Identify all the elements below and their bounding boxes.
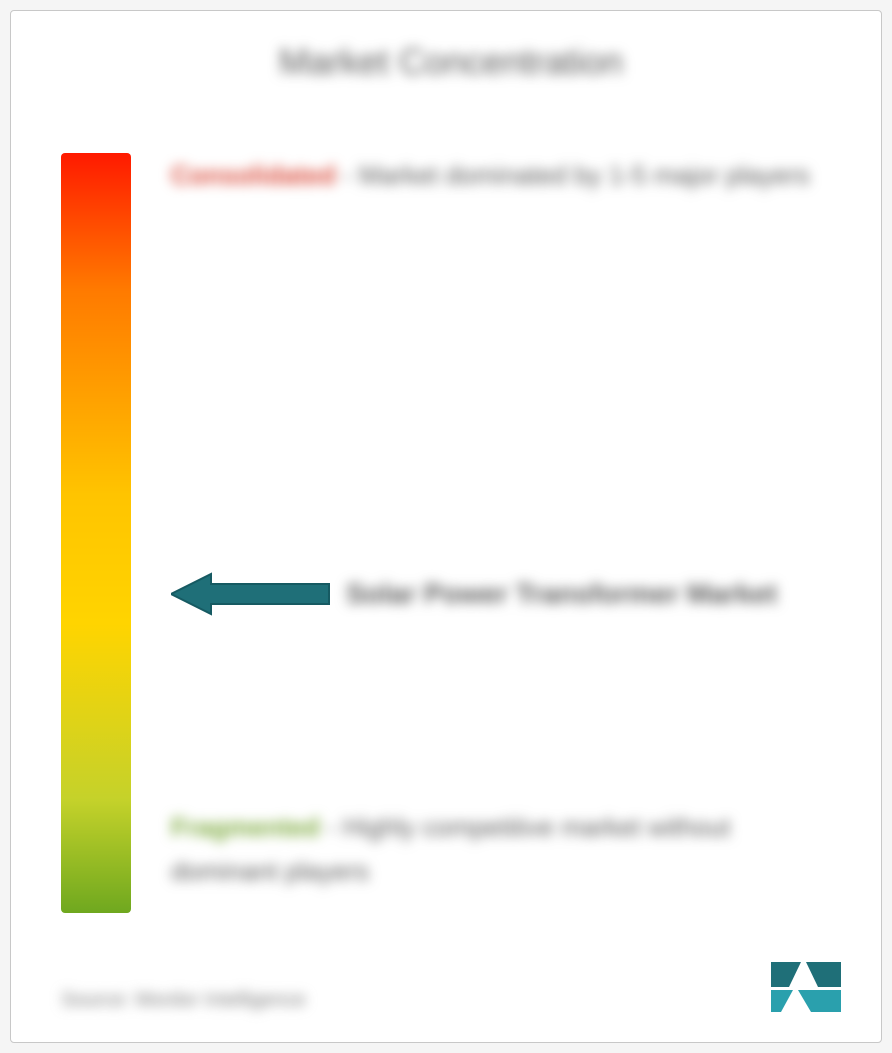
source-text: Source: Mordor Intelligence xyxy=(61,989,306,1012)
text-column: Consolidated - Market dominated by 1-5 m… xyxy=(131,153,841,913)
consolidated-description: Consolidated - Market dominated by 1-5 m… xyxy=(171,153,841,197)
fragmented-description: Fragmented - Highly competitive market w… xyxy=(171,805,841,893)
concentration-gradient-bar xyxy=(61,153,131,913)
market-pointer: Solar Power Transformer Market xyxy=(171,570,841,618)
consolidated-label: Consolidated xyxy=(171,160,336,190)
brand-logo-icon xyxy=(771,962,841,1012)
fragmented-label: Fragmented xyxy=(171,812,320,842)
content-row: Consolidated - Market dominated by 1-5 m… xyxy=(61,153,841,913)
market-concentration-card: Market Concentration Consolidated - Mark… xyxy=(10,10,882,1043)
market-name-label: Solar Power Transformer Market xyxy=(346,578,777,610)
chart-title: Market Concentration xyxy=(61,41,841,83)
card-footer: Source: Mordor Intelligence xyxy=(61,962,841,1012)
consolidated-rest: - Market dominated by 1-5 major players xyxy=(343,160,810,190)
left-arrow-icon xyxy=(171,570,331,618)
